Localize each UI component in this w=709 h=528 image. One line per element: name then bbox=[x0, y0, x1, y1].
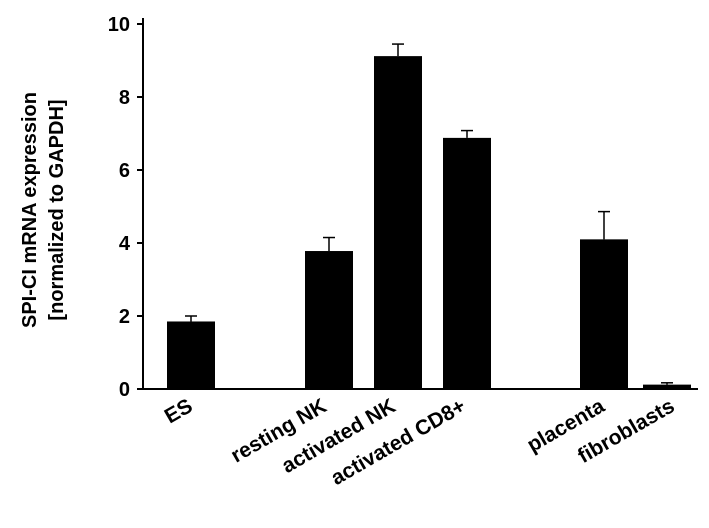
y-axis-title-line1: SPI-CI mRNA expression bbox=[19, 92, 41, 328]
y-tick-label: 4 bbox=[119, 233, 131, 255]
y-tick-label: 10 bbox=[108, 14, 130, 36]
bar-1 bbox=[167, 321, 215, 389]
bar-6 bbox=[643, 384, 691, 389]
y-tick-label: 2 bbox=[119, 306, 130, 328]
category-label: ES bbox=[161, 394, 197, 428]
bar-3 bbox=[374, 56, 422, 390]
bar-2 bbox=[305, 251, 353, 389]
y-axis-title: SPI-CI mRNA expression [normalized to GA… bbox=[19, 92, 68, 328]
y-tick-label: 6 bbox=[119, 160, 130, 182]
y-tick-label: 8 bbox=[119, 87, 130, 109]
bars bbox=[167, 43, 691, 390]
y-ticks: 0 2 4 6 8 10 bbox=[108, 14, 143, 401]
y-tick-label: 0 bbox=[119, 379, 130, 401]
bar-4 bbox=[443, 137, 491, 389]
y-axis-title-line2: [normalized to GAPDH] bbox=[46, 99, 68, 320]
bar-5 bbox=[580, 239, 628, 389]
